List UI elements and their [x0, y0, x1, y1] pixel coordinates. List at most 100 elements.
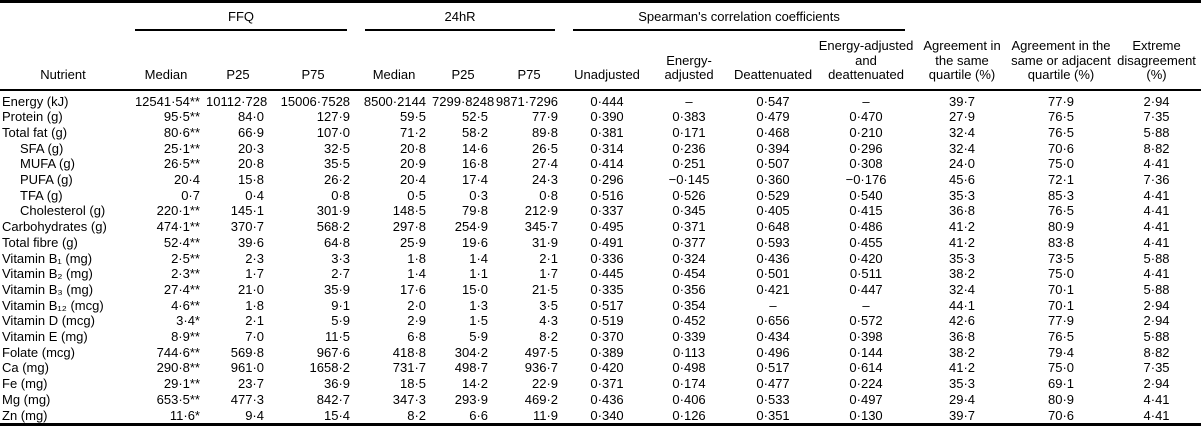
value-cell: 52·5	[462, 109, 489, 125]
value-cell: 11·6*	[169, 407, 200, 423]
value-cell: 26·5**	[163, 156, 200, 172]
column-header-24hr-median: Median	[356, 31, 433, 91]
table-row: Zn (mg) 11·6* 9·4 15·4 8·2 6·6 11·9 0·340 0·126 0…	[0, 408, 1201, 425]
value-cell: 3·5	[539, 297, 559, 313]
value-cell: 20·8	[237, 156, 264, 172]
nutrient-cell: Energy (kJ)	[2, 93, 69, 109]
group-header-spearman: Spearman's correlation coefficients	[564, 2, 914, 31]
value-cell: 2·1	[539, 250, 559, 266]
value-cell: 89·8	[532, 124, 559, 140]
value-cell: 0·517	[756, 360, 790, 376]
value-cell: 8·2	[539, 329, 559, 345]
value-cell: 27·9	[949, 109, 976, 125]
value-cell: 20·8	[400, 140, 427, 156]
value-cell: 568·2	[316, 219, 351, 235]
value-cell: 0·370	[590, 329, 624, 345]
nutrient-cell: Folate (mcg)	[2, 344, 75, 360]
value-cell: 41·2	[949, 360, 976, 376]
value-cell: 8·9**	[171, 329, 200, 345]
value-cell: 0·236	[672, 140, 706, 156]
nutrient-cell: Mg (mg)	[2, 391, 51, 407]
value-cell: 5·88	[1143, 329, 1170, 345]
value-cell: 70·6	[1048, 407, 1075, 423]
value-cell: 653·5**	[156, 391, 200, 407]
value-cell: 842·7	[316, 391, 351, 407]
value-cell: 4·6**	[171, 297, 200, 313]
value-cell: 0·452	[672, 313, 706, 329]
nutrient-cell: Vitamin D (mcg)	[2, 313, 95, 329]
nutrient-cell: Vitamin B₂ (mg)	[2, 266, 93, 282]
value-cell: 0·381	[590, 124, 624, 140]
value-cell: 2·9	[407, 313, 427, 329]
value-cell: 2·94	[1143, 313, 1170, 329]
value-cell: 17·4	[462, 172, 489, 188]
value-cell: 21·0	[237, 281, 264, 297]
value-cell: 0·113	[672, 344, 706, 360]
value-cell: 370·7	[230, 219, 264, 235]
value-cell: 1·8	[245, 297, 264, 313]
table-header: FFQ 24hR Spearman's correlation coeffici…	[0, 1, 1201, 91]
value-cell: 967·6	[316, 344, 351, 360]
value-cell: 107·0	[316, 124, 351, 140]
value-cell: 10112·728	[206, 93, 268, 109]
value-cell: 0·371	[590, 376, 624, 392]
value-cell: 27·4**	[163, 281, 200, 297]
value-cell: 3·4*	[176, 313, 200, 329]
value-cell: 127·9	[316, 109, 351, 125]
value-cell: 6·8	[407, 329, 427, 345]
value-cell: 3·3	[331, 250, 351, 266]
value-cell: 0·339	[672, 329, 706, 345]
value-cell: 0·296	[590, 172, 624, 188]
column-header-nutrient: Nutrient	[0, 31, 126, 91]
column-header-energy-adjusted-deattenuated: Energy-adjusted and deattenuated	[818, 31, 915, 91]
value-cell: 2·3**	[171, 266, 200, 282]
value-cell: 293·9	[454, 391, 489, 407]
value-cell: 4·41	[1143, 156, 1170, 172]
value-cell: 498·7	[454, 360, 489, 376]
value-cell: 0·477	[756, 376, 790, 392]
value-cell: 70·1	[1048, 297, 1075, 313]
column-header-extreme-disagreement: Extreme disagreement (%)	[1112, 1, 1201, 91]
value-cell: 18·5	[400, 376, 427, 392]
value-cell: 17·6	[400, 281, 427, 297]
value-cell: 0·5	[407, 187, 427, 203]
value-cell: 0·468	[756, 124, 790, 140]
nutrient-cell: Total fibre (g)	[2, 234, 78, 250]
value-cell: 2·7	[331, 266, 351, 282]
table-row: MUFA (g) 26·5** 20·8 35·5 20·9 16·8 27·4 0·414 0…	[0, 156, 1201, 172]
value-cell: 77·9	[1048, 93, 1075, 109]
value-cell: 35·3	[949, 376, 976, 392]
value-cell: 0·389	[590, 344, 624, 360]
column-header-ffq-p25: P25	[206, 31, 270, 91]
value-cell: 35·5	[324, 156, 351, 172]
value-cell: 0·314	[590, 140, 624, 156]
value-cell: 29·1**	[163, 376, 200, 392]
value-cell: 95·5**	[163, 109, 200, 125]
value-cell: 0·340	[590, 407, 624, 423]
value-cell: 77·9	[532, 109, 559, 125]
value-cell: 0·144	[849, 344, 883, 360]
value-cell: 0·572	[849, 313, 883, 329]
value-cell: 26·5	[532, 140, 559, 156]
value-cell: 32·4	[949, 140, 976, 156]
value-cell: 85·3	[1048, 187, 1075, 203]
value-cell: 0·648	[756, 219, 790, 235]
table-row: Total fibre (g) 52·4** 39·6 64·8 25·9 19·6 31·…	[0, 235, 1201, 251]
table-row: Total fat (g) 80·6** 66·9 107·0 71·2 58·2 89·8…	[0, 125, 1201, 141]
column-header-row: Nutrient Median P25 P75 Median P25 P75 U…	[0, 31, 1201, 91]
value-cell: 0·529	[756, 187, 790, 203]
value-cell: 148·5	[392, 203, 427, 219]
value-cell: 0·491	[590, 234, 624, 250]
value-cell: 0·3	[469, 187, 489, 203]
value-cell: 84·0	[237, 109, 264, 125]
value-cell: 0·296	[849, 140, 883, 156]
column-header-24hr-p25: P25	[432, 31, 495, 91]
nutrient-cell: Protein (g)	[2, 109, 63, 125]
value-cell: 23·7	[237, 376, 264, 392]
value-cell: 7·36	[1143, 172, 1170, 188]
value-cell: 5·88	[1143, 250, 1170, 266]
nutrient-cell: Ca (mg)	[2, 360, 49, 376]
value-cell: 0·447	[849, 281, 883, 297]
value-cell: 73·5	[1048, 250, 1075, 266]
value-cell: 4·41	[1143, 234, 1170, 250]
